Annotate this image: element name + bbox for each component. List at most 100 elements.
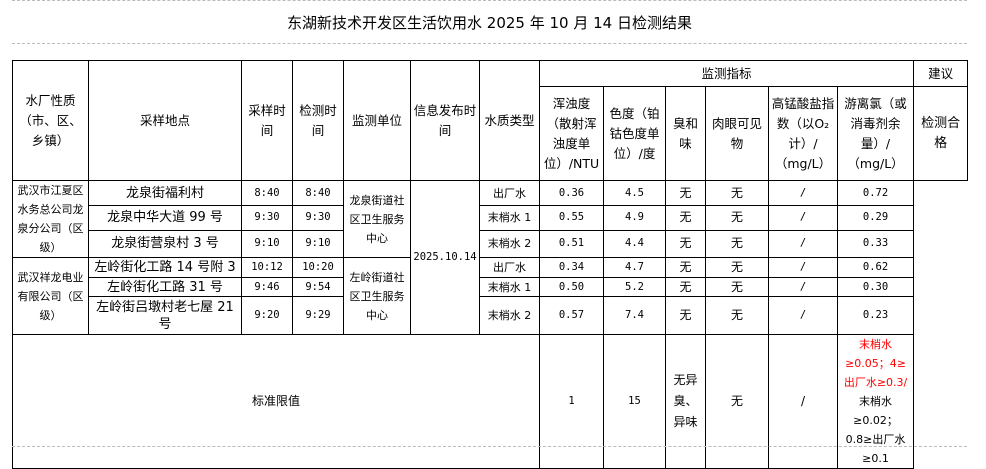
table-row: 龙泉街营泉村 3 号 9:10 9:10 末梢水 2 0.51 4.4 无无/0.33 bbox=[13, 229, 968, 259]
location-cell: 左岭街吕墩村老七屋 21 号 bbox=[88, 296, 242, 335]
standard-chlorine-red: 末梢水≥0.05；4≥出厂水≥0.3/ bbox=[843, 338, 908, 389]
visible-cell: 无 bbox=[705, 277, 769, 297]
chlorine-cell: 0.23 bbox=[836, 296, 915, 335]
visible-cell: 无 bbox=[705, 179, 769, 207]
header-indicators: 监测指标 bbox=[538, 60, 915, 87]
permanganate-cell: / bbox=[768, 277, 838, 297]
test-time-cell: 9:10 bbox=[292, 229, 344, 259]
results-table: 水厂性质（市、区、乡镇） 采样地点 采样时间 检测时间 监测单位 信息发布时间 … bbox=[12, 60, 969, 469]
standard-chlorine-black: 末梢水≥0.02；0.8≥出厂水≥0.1 bbox=[845, 395, 906, 465]
chlorine-cell: 0.30 bbox=[836, 277, 915, 297]
header-permanganate: 高锰酸盐指数（以O₂计）/（mg/L） bbox=[768, 86, 838, 181]
visible-cell: 无 bbox=[705, 257, 769, 278]
header-water-type: 水质类型 bbox=[479, 60, 540, 181]
header-publish-time: 信息发布时间 bbox=[410, 60, 480, 181]
color-cell: 7.4 bbox=[603, 296, 666, 335]
standard-chlorine: 末梢水≥0.05；4≥出厂水≥0.3/末梢水≥0.02；0.8≥出厂水≥0.1 bbox=[836, 334, 915, 469]
turbidity-cell: 0.57 bbox=[539, 296, 604, 335]
visible-cell: 无 bbox=[705, 296, 769, 335]
page-edge bbox=[12, 446, 967, 447]
location-cell: 左岭街化工路 14 号附 3 bbox=[88, 257, 242, 278]
turbidity-cell: 0.34 bbox=[539, 257, 604, 278]
sample-time-cell: 9:46 bbox=[241, 277, 293, 297]
header-color: 色度（铂钴色度单位）/度 bbox=[603, 86, 666, 181]
chlorine-cell: 0.72 bbox=[836, 179, 915, 207]
chlorine-cell: 0.33 bbox=[836, 229, 915, 259]
blank-row bbox=[12, 42, 967, 61]
location-cell: 龙泉中华大道 99 号 bbox=[88, 205, 242, 231]
color-cell: 4.4 bbox=[603, 229, 666, 259]
odor-cell: 无 bbox=[665, 229, 706, 259]
odor-cell: 无 bbox=[665, 296, 706, 335]
title-row bbox=[12, 0, 967, 44]
permanganate-cell: / bbox=[768, 179, 838, 207]
header-test-time: 检测时间 bbox=[292, 60, 344, 181]
water-type-cell: 出厂水 bbox=[479, 179, 540, 207]
table-row: 龙泉中华大道 99 号 9:30 9:30 末梢水 1 0.55 4.9 无无/0.29 bbox=[13, 205, 968, 231]
water-type-cell: 末梢水 2 bbox=[479, 229, 540, 259]
standard-visible: 无 bbox=[705, 334, 769, 469]
water-type-cell: 出厂水 bbox=[479, 257, 540, 278]
permanganate-cell: / bbox=[768, 257, 838, 278]
permanganate-cell: / bbox=[768, 229, 838, 259]
sample-time-cell: 10:12 bbox=[241, 257, 293, 278]
header-chlorine: 游离氯（或消毒剂余量）/（mg/L） bbox=[836, 86, 915, 181]
chlorine-cell: 0.62 bbox=[836, 257, 915, 278]
sample-time-cell: 9:10 bbox=[241, 229, 293, 259]
test-time-cell: 8:40 bbox=[292, 179, 344, 207]
test-time-cell: 10:20 bbox=[292, 257, 344, 278]
table-row: 左岭街化工路 31 号 9:46 9:54 末梢水 1 0.50 5.2 无无/0.30 bbox=[13, 277, 968, 297]
color-cell: 4.5 bbox=[603, 179, 666, 207]
color-cell: 5.2 bbox=[603, 277, 666, 297]
standard-permanganate: / bbox=[768, 334, 838, 469]
location-cell: 龙泉街福利村 bbox=[88, 179, 242, 207]
color-cell: 4.9 bbox=[603, 205, 666, 231]
standard-turbidity: 1 bbox=[539, 334, 604, 469]
header-sample-time: 采样时间 bbox=[241, 60, 293, 181]
standard-color: 15 bbox=[603, 334, 666, 469]
header-plant: 水厂性质（市、区、乡镇） bbox=[12, 60, 89, 181]
turbidity-cell: 0.55 bbox=[539, 205, 604, 231]
test-time-cell: 9:30 bbox=[292, 205, 344, 231]
odor-cell: 无 bbox=[665, 257, 706, 278]
plant-cell: 武汉祥龙电业有限公司（区级） bbox=[12, 257, 89, 335]
plant-cell: 武汉市江夏区水务总公司龙泉分公司（区级） bbox=[12, 180, 89, 258]
water-type-cell: 末梢水 2 bbox=[479, 296, 540, 335]
header-visible: 肉眼可见物 bbox=[705, 86, 769, 181]
header-turbidity: 浑浊度（散射浑浊度单位）/NTU bbox=[539, 86, 604, 181]
sample-time-cell: 8:40 bbox=[241, 179, 293, 207]
turbidity-cell: 0.36 bbox=[539, 179, 604, 207]
header-advice: 建议 bbox=[913, 60, 969, 87]
table-row: 左岭街吕墩村老七屋 21 号 9:20 9:29 末梢水 2 0.57 7.4 无无/0.2… bbox=[13, 296, 968, 335]
unit-cell: 左岭街道社区卫生服务中心 bbox=[343, 257, 411, 335]
unit-cell: 龙泉街道社区卫生服务中心 bbox=[343, 180, 411, 258]
water-type-cell: 末梢水 1 bbox=[479, 205, 540, 231]
color-cell: 4.7 bbox=[603, 257, 666, 278]
odor-cell: 无 bbox=[665, 179, 706, 207]
header-location: 采样地点 bbox=[88, 60, 242, 181]
table-row: 武汉市江夏区水务总公司龙泉分公司（区级） 龙泉街福利村 8:40 8:40 龙泉街道社区… bbox=[12, 179, 968, 335]
visible-cell: 无 bbox=[705, 229, 769, 259]
odor-cell: 无 bbox=[665, 205, 706, 231]
location-cell: 左岭街化工路 31 号 bbox=[88, 277, 242, 297]
publish-date-cell: 2025.10.14 bbox=[410, 180, 480, 335]
header-odor: 臭和味 bbox=[665, 86, 706, 181]
odor-cell: 无 bbox=[665, 277, 706, 297]
standard-odor: 无异臭、异味 bbox=[665, 334, 706, 469]
test-time-cell: 9:29 bbox=[292, 296, 344, 335]
sample-time-cell: 9:20 bbox=[241, 296, 293, 335]
turbidity-cell: 0.51 bbox=[539, 229, 604, 259]
location-cell: 龙泉街营泉村 3 号 bbox=[88, 229, 242, 259]
turbidity-cell: 0.50 bbox=[539, 277, 604, 297]
page-title: 东湖新技术开发区生活饮用水 2025 年 10 月 14 日检测结果 bbox=[287, 14, 692, 32]
sample-time-cell: 9:30 bbox=[241, 205, 293, 231]
standard-label: 标准限值 bbox=[12, 334, 540, 469]
permanganate-cell: / bbox=[768, 205, 838, 231]
test-time-cell: 9:54 bbox=[292, 277, 344, 297]
water-type-cell: 末梢水 1 bbox=[479, 277, 540, 297]
table-row: 武汉祥龙电业有限公司（区级） 左岭街化工路 14 号附 3 10:12 10:20 左岭… bbox=[12, 257, 968, 335]
visible-cell: 无 bbox=[705, 205, 769, 231]
chlorine-cell: 0.29 bbox=[836, 205, 915, 231]
header-unit: 监测单位 bbox=[343, 60, 411, 181]
permanganate-cell: / bbox=[768, 296, 838, 335]
